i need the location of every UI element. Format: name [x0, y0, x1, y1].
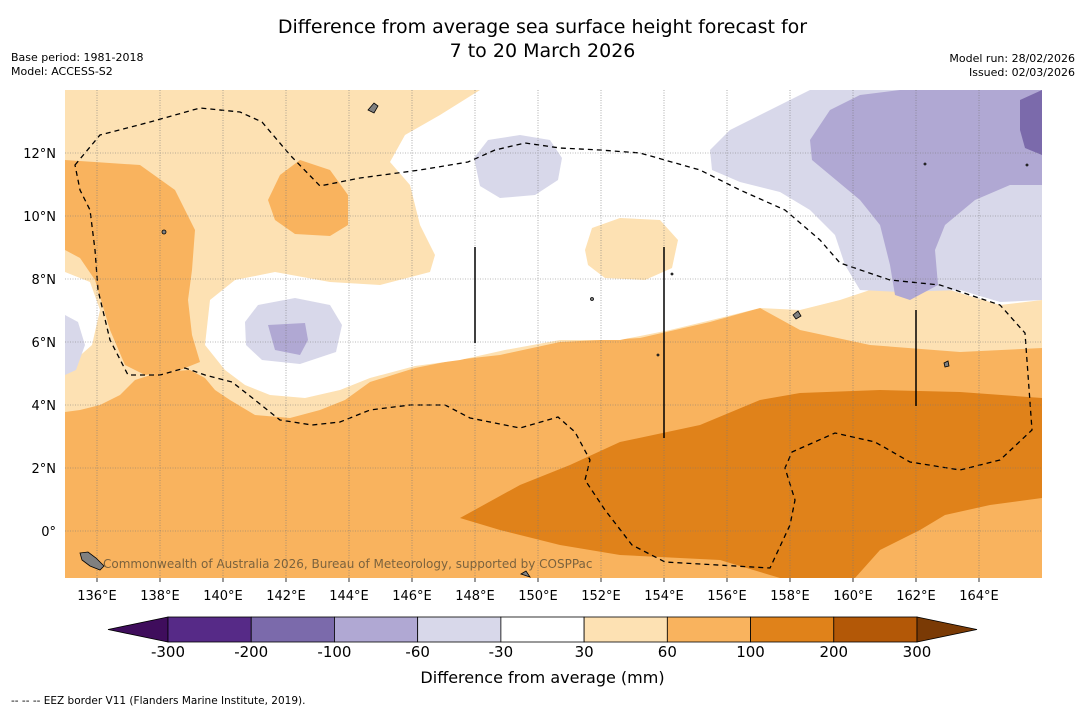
colorbar-segment [417, 616, 502, 643]
lat-label: 6°N [32, 336, 57, 351]
colorbar-label: 300 [902, 643, 932, 661]
map-title-line1: Difference from average sea surface heig… [277, 16, 808, 38]
lon-label: 142°E [266, 589, 306, 604]
anomaly-region-neg30-neg60-far-west [65, 315, 85, 375]
lon-label: 138°E [140, 589, 180, 604]
lat-label: 4°N [32, 399, 57, 414]
lat-label: 0° [41, 525, 56, 540]
colorbar-label: -30 [488, 643, 514, 661]
longitude-labels: 136°E 138°E 140°E 142°E 144°E 146°E 148°… [77, 589, 999, 604]
map-plot-area [65, 90, 1042, 578]
lon-label: 150°E [518, 589, 558, 604]
base-period-text: Base period: 1981-2018 [11, 51, 144, 64]
colorbar-title: Difference from average (mm) [420, 668, 665, 687]
islands [79, 102, 1029, 578]
lon-label: 140°E [203, 589, 243, 604]
lon-label: 144°E [329, 589, 369, 604]
latitude-labels: 12°N 10°N 8°N 6°N 4°N 2°N 0° [23, 147, 56, 540]
colorbar-segment [250, 616, 335, 643]
colorbar [107, 616, 978, 643]
colorbar-segment [167, 616, 252, 643]
lon-label: 158°E [770, 589, 810, 604]
anomaly-region-north-60-100-b [268, 160, 348, 236]
lat-label: 10°N [23, 210, 56, 225]
model-run-text: Model run: 28/02/2026 [949, 52, 1075, 65]
anomaly-region-north-60-100 [65, 160, 200, 375]
anomaly-region-30-60-blob [585, 218, 678, 280]
lat-label: 8°N [32, 273, 57, 288]
colorbar-segment [500, 616, 585, 643]
lon-label: 164°E [959, 589, 999, 604]
map-title-line2: 7 to 20 March 2026 [449, 40, 636, 62]
anomaly-region-neg60-neg100-west [268, 323, 308, 355]
eez-border-legend: -- -- -- EEZ border V11 (Flanders Marine… [11, 695, 306, 707]
lon-label: 162°E [896, 589, 936, 604]
anomaly-region-neg100-neg200-east [1020, 90, 1042, 155]
colorbar-label: -60 [405, 643, 430, 661]
zone-marker-lines [474, 247, 917, 438]
colorbar-label: -200 [234, 643, 269, 661]
colorbar-segment [750, 616, 835, 643]
colorbar-segment [666, 616, 751, 643]
eez-border [74, 107, 1033, 569]
anomaly-region-neg60-neg100-east [810, 90, 1042, 300]
lon-label: 146°E [392, 589, 432, 604]
colorbar-segment [833, 616, 918, 643]
colorbar-extension-high [916, 616, 978, 643]
colorbar-label: -300 [150, 643, 186, 661]
lat-label: 12°N [23, 147, 56, 162]
lon-label: 154°E [644, 589, 684, 604]
lon-label: 136°E [77, 589, 117, 604]
lon-label: 148°E [455, 589, 495, 604]
lon-label: 160°E [833, 589, 873, 604]
colorbar-label: -100 [317, 643, 352, 661]
lon-label: 156°E [707, 589, 747, 604]
axis-ticks [96, 578, 980, 582]
colorbar-segment [334, 616, 419, 643]
latitude-grid [65, 152, 1042, 532]
anomaly-region-neg30-neg60-north [474, 135, 562, 198]
colorbar-label: 60 [657, 643, 677, 661]
copyright-text: Commonwealth of Australia 2026, Bureau o… [103, 557, 593, 571]
colorbar-segment [583, 616, 668, 643]
lat-label: 2°N [32, 462, 57, 477]
colorbar-label: 200 [819, 643, 849, 661]
colorbar-extension-low [107, 616, 169, 643]
model-text: Model: ACCESS-S2 [11, 65, 113, 78]
colorbar-label: 30 [574, 643, 594, 661]
issued-text: Issued: 02/03/2026 [968, 66, 1075, 79]
lon-label: 152°E [581, 589, 621, 604]
colorbar-label: 100 [736, 643, 765, 661]
